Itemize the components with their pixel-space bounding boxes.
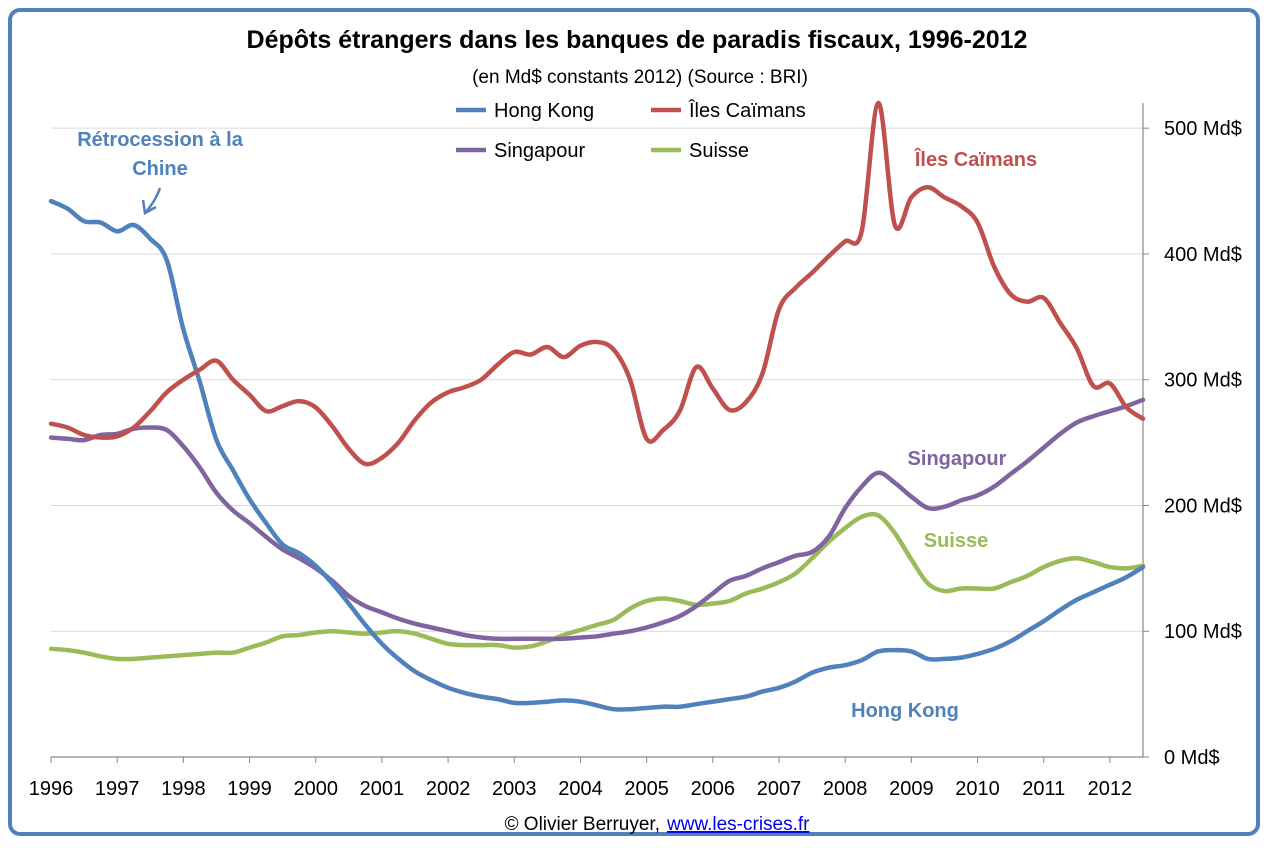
series-line-suisse: [48, 511, 1146, 662]
x-tick-label-2012: 2012: [1088, 778, 1133, 800]
credit-link[interactable]: www.les-crises.fr: [666, 814, 810, 835]
annotation-5: Hong Kong: [851, 700, 959, 722]
series-line-les-ca-mans: [48, 100, 1146, 467]
legend-label-3: Suisse: [689, 140, 749, 162]
x-tick-label-2010: 2010: [955, 778, 1000, 800]
x-tick-label-1999: 1999: [227, 778, 272, 800]
retrocession-arrowhead: [141, 199, 157, 215]
x-tick-label-1997: 1997: [95, 778, 140, 800]
legend-label-0: Hong Kong: [494, 100, 594, 122]
x-tick-label-2000: 2000: [293, 778, 338, 800]
annotations: Rétrocession à la Chine Îles Caïmans Singap…: [77, 129, 1037, 722]
y-tick-label-500: 500 Md$: [1164, 118, 1242, 140]
x-tick-label-2002: 2002: [426, 778, 471, 800]
retrocession-arrow: [145, 187, 162, 213]
x-tick-label-2004: 2004: [558, 778, 603, 800]
legend: Hong Kong Îles Caïmans Singapour Suisse: [456, 99, 806, 162]
annotation-3: Singapour: [908, 448, 1007, 470]
y-tick-label-100: 100 Md$: [1164, 621, 1242, 643]
x-tick-label-2007: 2007: [757, 778, 802, 800]
axes: 0 Md$ 100 Md$ 200 Md$ 300 Md$ 400 Md$ 500 Md$…: [29, 103, 1242, 800]
annotation-2: Îles Caïmans: [914, 147, 1037, 171]
annotation-0: Rétrocession à la: [77, 129, 244, 151]
series-lines: [48, 100, 1146, 712]
x-tick-label-2003: 2003: [492, 778, 537, 800]
chart-frame: [8, 8, 1260, 836]
x-tick-label-2001: 2001: [360, 778, 405, 800]
legend-label-2: Singapour: [494, 140, 586, 162]
series-line-singapour: [48, 397, 1146, 642]
x-tick-label-1996: 1996: [29, 778, 74, 800]
credit-author: © Olivier Berruyer,: [505, 814, 660, 835]
chart-title: Dépôts étrangers dans les banques de par…: [247, 26, 1028, 54]
legend-label-1: Îles Caïmans: [688, 99, 806, 122]
x-tick-label-2005: 2005: [624, 778, 669, 800]
y-tick-label-400: 400 Md$: [1164, 244, 1242, 266]
y-tick-label-200: 200 Md$: [1164, 495, 1242, 517]
annotation-4: Suisse: [924, 530, 988, 552]
y-tick-label-0: 0 Md$: [1164, 747, 1220, 769]
chart-subtitle: (en Md$ constants 2012) (Source : BRI): [472, 67, 808, 88]
x-tick-label-2008: 2008: [823, 778, 868, 800]
x-tick-label-2009: 2009: [889, 778, 934, 800]
annotation-1: Chine: [132, 158, 188, 180]
x-tick-label-1998: 1998: [161, 778, 206, 800]
x-tick-label-2011: 2011: [1022, 778, 1065, 800]
y-tick-label-300: 300 Md$: [1164, 370, 1242, 392]
series-line-hong-kong: [48, 198, 1146, 712]
gridlines: [51, 127, 1143, 632]
x-tick-label-2006: 2006: [691, 778, 736, 800]
